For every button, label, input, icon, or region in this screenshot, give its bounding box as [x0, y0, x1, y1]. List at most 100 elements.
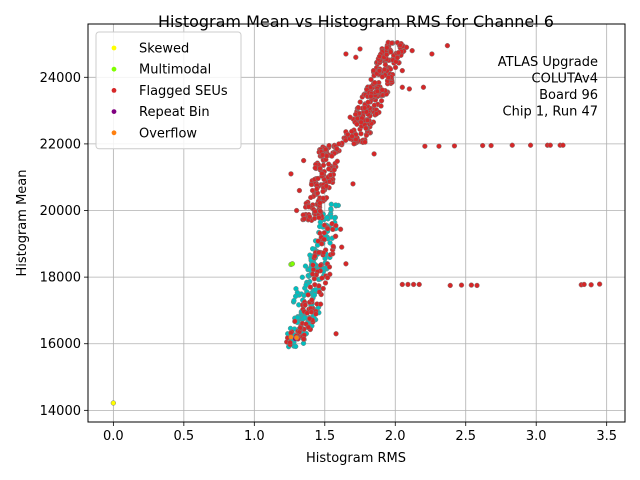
data-point [296, 187, 303, 194]
data-point [403, 44, 410, 50]
data-point [311, 292, 318, 298]
data-point [422, 143, 428, 149]
y-tick-label: 22000 [40, 137, 81, 152]
data-point [436, 143, 442, 149]
data-point [379, 87, 385, 93]
data-point [327, 172, 334, 178]
data-point [371, 151, 377, 157]
data-point [560, 142, 566, 148]
legend-label: Multimodal [139, 63, 211, 78]
data-point [547, 142, 553, 148]
data-point [347, 114, 353, 120]
legend-marker [111, 88, 117, 93]
data-point [299, 274, 305, 280]
data-point [333, 202, 339, 208]
data-point [305, 204, 312, 210]
data-point [370, 67, 377, 74]
annotation-line: Chip 1, Run 47 [503, 105, 598, 120]
x-tick-label: 0.5 [173, 429, 194, 444]
data-point [509, 142, 515, 148]
data-point [326, 178, 333, 185]
data-point [373, 111, 380, 117]
data-point [312, 287, 318, 293]
data-point [357, 99, 363, 105]
data-point [395, 49, 402, 56]
data-point [406, 86, 413, 92]
legend: Skewed Multimodal Flagged SEUs Repeat Bin Ov… [95, 31, 242, 150]
data-point [394, 55, 401, 61]
data-point [293, 343, 299, 350]
data-point [374, 88, 380, 94]
data-point-multimodal [289, 261, 296, 267]
data-point [304, 310, 310, 316]
data-point [326, 166, 332, 172]
data-point [332, 215, 338, 221]
data-point [314, 186, 320, 192]
data-point [333, 222, 339, 229]
data-point [308, 309, 315, 315]
data-point [358, 119, 364, 125]
data-point [416, 281, 422, 288]
data-point [320, 188, 326, 195]
x-tick-label: 0.0 [103, 429, 124, 444]
data-point [322, 280, 329, 286]
data-point [420, 84, 427, 90]
data-point [301, 336, 307, 342]
data-point [581, 281, 587, 288]
data-point [320, 195, 326, 201]
data-point [292, 318, 298, 324]
data-point [301, 315, 308, 321]
legend-label: Repeat Bin [139, 105, 210, 120]
data-point-overflow [288, 334, 294, 340]
data-point [333, 331, 339, 337]
data-point [379, 74, 385, 80]
data-point [447, 282, 453, 289]
data-point [327, 240, 333, 246]
data-point [323, 183, 329, 189]
data-point [336, 141, 342, 147]
chart-title: Histogram Mean vs Histogram RMS for Chan… [158, 12, 554, 31]
data-point [292, 293, 299, 299]
plot-frame [87, 23, 626, 423]
data-point [363, 125, 369, 131]
y-tick-label: 24000 [40, 71, 81, 86]
data-point [288, 171, 294, 177]
data-point [350, 181, 356, 187]
data-point [343, 261, 349, 267]
data-point [311, 276, 317, 282]
y-axis-label: Histogram Mean [15, 170, 30, 277]
data-point [334, 158, 340, 164]
data-point [368, 76, 374, 83]
data-point [358, 131, 364, 137]
data-point [312, 282, 318, 288]
data-point [293, 207, 300, 214]
x-tick-label: 1.5 [314, 429, 335, 444]
data-point [384, 45, 390, 51]
data-point [321, 236, 327, 243]
data-point [458, 282, 465, 288]
data-point [311, 215, 318, 222]
data-point [305, 292, 311, 298]
data-point [383, 51, 390, 58]
data-point [326, 264, 333, 270]
data-point [339, 244, 345, 250]
legend-marker [111, 66, 117, 72]
axis-ticks: 0.0 0.5 1.0 1.5 2.0 2.5 3.0 3.5 14000 16000 18000 2… [40, 71, 617, 444]
data-point [392, 64, 399, 71]
data-point [351, 141, 357, 147]
data-point [352, 111, 359, 118]
y-tick-label: 18000 [40, 271, 81, 286]
data-point [349, 133, 355, 139]
data-point [321, 230, 327, 236]
data-point [354, 121, 360, 127]
data-point-skewed [110, 400, 117, 406]
data-point [307, 284, 314, 290]
data-point [364, 117, 371, 123]
data-point [331, 167, 337, 173]
data-point [368, 93, 374, 100]
data-point [334, 146, 340, 152]
x-tick-label: 2.5 [455, 429, 476, 444]
data-point [328, 201, 334, 207]
